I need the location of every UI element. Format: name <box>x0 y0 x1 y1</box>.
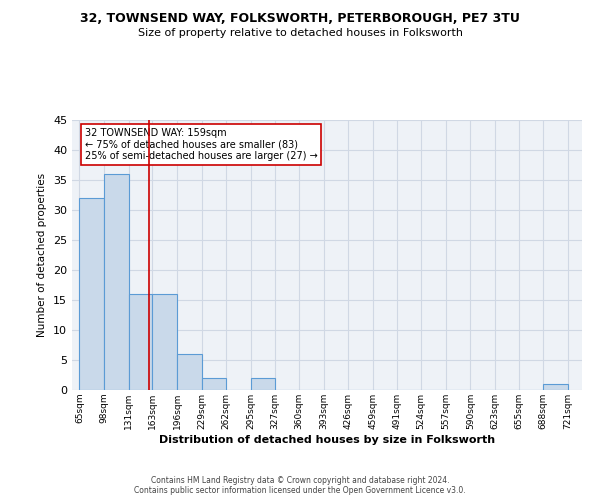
Bar <box>251 378 275 390</box>
Text: Size of property relative to detached houses in Folksworth: Size of property relative to detached ho… <box>137 28 463 38</box>
Text: Contains HM Land Registry data © Crown copyright and database right 2024.
Contai: Contains HM Land Registry data © Crown c… <box>134 476 466 495</box>
X-axis label: Distribution of detached houses by size in Folksworth: Distribution of detached houses by size … <box>159 434 495 444</box>
Bar <box>202 378 226 390</box>
Text: 32, TOWNSEND WAY, FOLKSWORTH, PETERBOROUGH, PE7 3TU: 32, TOWNSEND WAY, FOLKSWORTH, PETERBOROU… <box>80 12 520 26</box>
Bar <box>543 384 568 390</box>
Text: 32 TOWNSEND WAY: 159sqm
← 75% of detached houses are smaller (83)
25% of semi-de: 32 TOWNSEND WAY: 159sqm ← 75% of detache… <box>85 128 317 162</box>
Y-axis label: Number of detached properties: Number of detached properties <box>37 173 47 337</box>
Bar <box>152 294 177 390</box>
Bar <box>79 198 104 390</box>
Bar <box>128 294 152 390</box>
Bar <box>177 354 202 390</box>
Bar <box>104 174 128 390</box>
